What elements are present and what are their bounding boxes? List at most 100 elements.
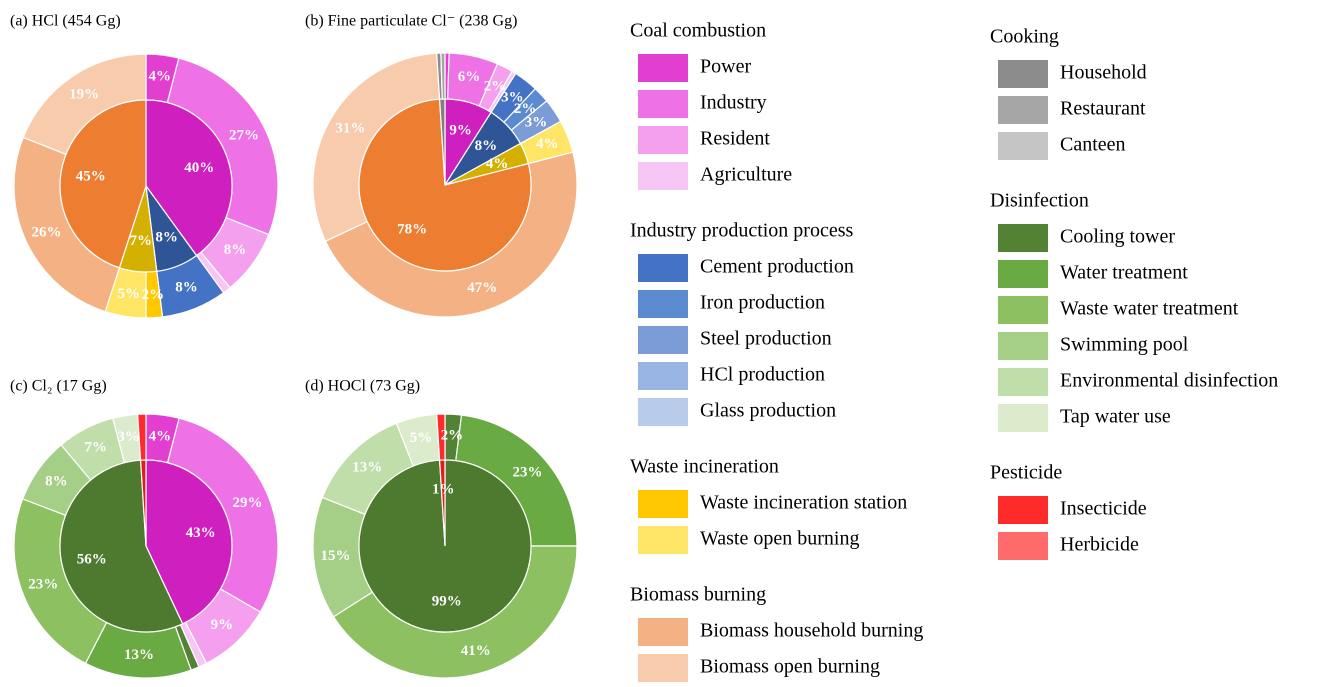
slice-label: 4% bbox=[149, 68, 172, 84]
legend-label: Cement production bbox=[700, 256, 854, 278]
inner-slice bbox=[139, 459, 147, 547]
legend-group-title: Biomass burning bbox=[630, 584, 766, 606]
slice-label: 8% bbox=[45, 474, 68, 490]
legend-label: Canteen bbox=[1060, 134, 1126, 156]
slice-label: 8% bbox=[224, 242, 247, 258]
slice-label: 8% bbox=[475, 138, 498, 154]
slice-label: 5% bbox=[410, 430, 433, 446]
legend-label: Insecticide bbox=[1060, 498, 1147, 520]
slice-label: 19% bbox=[69, 86, 99, 102]
slice-label: 7% bbox=[84, 440, 107, 456]
slice-label: 23% bbox=[513, 465, 543, 481]
legend-label: Industry bbox=[700, 92, 767, 114]
slice-label: 43% bbox=[186, 525, 216, 541]
legend-group-title: Cooking bbox=[990, 26, 1059, 48]
inner-slice bbox=[438, 459, 446, 547]
slice-label: 3% bbox=[501, 90, 524, 106]
legend-swatch bbox=[638, 326, 688, 354]
slice-label: 7% bbox=[129, 233, 152, 249]
legend-group-title: Coal combustion bbox=[630, 20, 766, 42]
slice-label: 27% bbox=[229, 127, 259, 143]
slice-label: 2% bbox=[142, 287, 165, 303]
legend-label: Waste incineration station bbox=[700, 492, 907, 514]
slice-label: 13% bbox=[352, 460, 382, 476]
slice-label: 78% bbox=[397, 222, 427, 238]
legend-swatch bbox=[998, 532, 1048, 560]
chart-title: (c) Cl₂ (17 Gg) bbox=[10, 378, 107, 395]
legend-swatch bbox=[638, 618, 688, 646]
legend-swatch bbox=[638, 654, 688, 682]
slice-label: 15% bbox=[320, 548, 350, 564]
legend-swatch bbox=[998, 224, 1048, 252]
legend-group-title: Industry production process bbox=[630, 220, 854, 242]
legend-swatch bbox=[638, 126, 688, 154]
slice-label: 3% bbox=[117, 429, 140, 445]
legend-label: Waste open burning bbox=[700, 528, 859, 550]
slice-label: 29% bbox=[232, 495, 262, 511]
inner-slice bbox=[59, 99, 147, 269]
legend-label: HCl production bbox=[700, 364, 825, 386]
slice-label: 6% bbox=[458, 69, 481, 85]
legend-swatch bbox=[638, 398, 688, 426]
slice-label: 9% bbox=[211, 617, 234, 633]
legend-swatch bbox=[638, 290, 688, 318]
legend-swatch bbox=[998, 404, 1048, 432]
slice-label: 31% bbox=[335, 120, 365, 136]
legend-label: Environmental disinfection bbox=[1060, 370, 1278, 392]
legend-swatch bbox=[638, 162, 688, 190]
legend-swatch bbox=[998, 332, 1048, 360]
slice-label: 40% bbox=[184, 160, 214, 176]
slice-label: 99% bbox=[432, 593, 462, 609]
legend-label: Waste water treatment bbox=[1060, 298, 1239, 320]
legend-swatch bbox=[638, 90, 688, 118]
slice-label: 2% bbox=[484, 78, 507, 94]
slice-label: 8% bbox=[175, 280, 198, 296]
legend-label: Swimming pool bbox=[1060, 334, 1189, 356]
legend-label: Cooling tower bbox=[1060, 226, 1175, 248]
legend-group-title: Pesticide bbox=[990, 462, 1062, 484]
legend-label: Glass production bbox=[700, 400, 836, 422]
legend-swatch bbox=[998, 260, 1048, 288]
legend-label: Power bbox=[700, 56, 751, 78]
legend-group-title: Disinfection bbox=[990, 190, 1089, 212]
legend-swatch bbox=[998, 496, 1048, 524]
legend-label: Biomass household burning bbox=[700, 620, 923, 642]
slice-label: 4% bbox=[536, 136, 559, 152]
slice-label: 1% bbox=[432, 481, 455, 497]
slice-label: 26% bbox=[31, 224, 61, 240]
inner-slice bbox=[145, 99, 233, 257]
legend-swatch bbox=[998, 296, 1048, 324]
slice-label: 4% bbox=[149, 428, 172, 444]
slice-label: 3% bbox=[525, 115, 548, 131]
slice-label: 41% bbox=[461, 643, 491, 659]
slice-label: 13% bbox=[124, 647, 154, 663]
legend-label: Restaurant bbox=[1060, 98, 1146, 120]
inner-slice bbox=[358, 98, 532, 272]
slice-label: 9% bbox=[449, 123, 472, 139]
legend-label: Resident bbox=[700, 128, 770, 150]
slice-label: 23% bbox=[28, 577, 58, 593]
chart-title: (b) Fine particulate Cl⁻ (238 Gg) bbox=[305, 13, 517, 30]
inner-slice bbox=[59, 459, 184, 633]
legend-label: Biomass open burning bbox=[700, 656, 880, 678]
inner-slice bbox=[145, 459, 233, 625]
slice-label: 56% bbox=[77, 551, 107, 567]
inner-slice bbox=[438, 98, 446, 186]
chart-title: (d) HOCl (73 Gg) bbox=[305, 378, 420, 395]
legend-swatch bbox=[998, 368, 1048, 396]
legend-swatch bbox=[638, 362, 688, 390]
legend-label: Herbicide bbox=[1060, 534, 1139, 556]
legend-swatch bbox=[638, 490, 688, 518]
chart-title: (a) HCl (454 Gg) bbox=[10, 13, 121, 30]
legend-swatch bbox=[638, 54, 688, 82]
slice-label: 47% bbox=[467, 280, 497, 296]
legend-swatch bbox=[998, 132, 1048, 160]
legend-label: Iron production bbox=[700, 292, 825, 314]
slice-label: 45% bbox=[76, 169, 106, 185]
legend-swatch bbox=[998, 96, 1048, 124]
legend-label: Agriculture bbox=[700, 164, 792, 186]
slice-label: 5% bbox=[118, 286, 141, 302]
legend-group-title: Waste incineration bbox=[630, 456, 779, 478]
legend-label: Tap water use bbox=[1060, 406, 1171, 428]
